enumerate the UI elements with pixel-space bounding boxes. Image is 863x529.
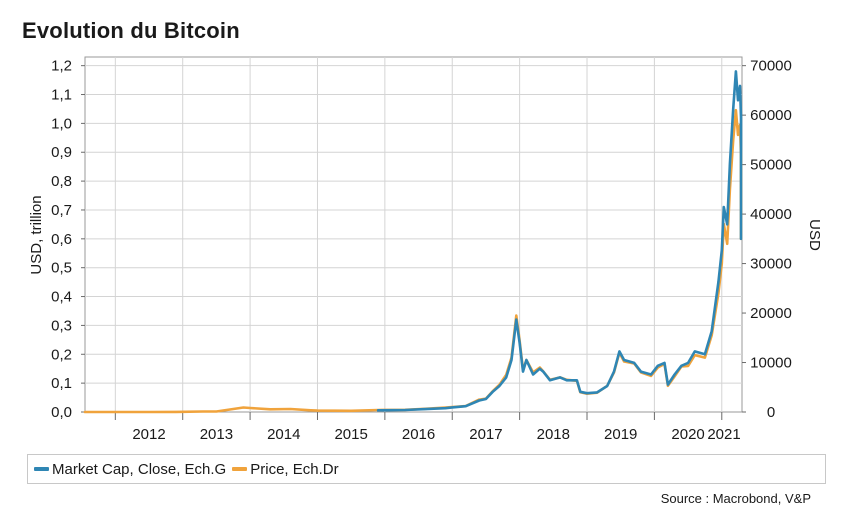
left-tick-label: 0,0 <box>51 404 72 421</box>
left-tick-label: 1,2 <box>51 58 72 75</box>
chart-title: Evolution du Bitcoin <box>22 18 240 43</box>
x-tick-label: 2012 <box>132 426 165 443</box>
right-tick-label: 0 <box>767 404 775 421</box>
x-tick-label: 2019 <box>604 426 637 443</box>
right-axis-title: USD <box>806 219 823 251</box>
left-axis-title: USD, trillion <box>28 195 45 274</box>
right-tick-label: 70000 <box>750 58 792 75</box>
legend: Market Cap, Close, Ech.G Price, Ech.Dr <box>27 454 826 484</box>
legend-label-price: Price, Ech.Dr <box>250 460 339 478</box>
left-tick-label: 1,0 <box>51 115 72 132</box>
right-tick-label: 30000 <box>750 256 792 273</box>
legend-label-market-cap: Market Cap, Close, Ech.G <box>52 460 227 478</box>
x-tick-label: 2018 <box>537 426 570 443</box>
left-tick-label: 0,5 <box>51 260 72 277</box>
left-axis-ticks: 0,0 0,1 0,2 0,3 0,4 0,5 0,6 0,7 0,8 0,9 1,0 1,1 1,2 <box>51 58 85 421</box>
x-tick-label: 2016 <box>402 426 435 443</box>
x-tick-label: 2014 <box>267 426 300 443</box>
left-tick-label: 1,1 <box>51 87 72 104</box>
x-tick-label: 2020 <box>671 426 704 443</box>
source-note: Source : Macrobond, V&P <box>660 491 811 506</box>
right-axis-ticks: 0 10000 20000 30000 40000 50000 60000 70000 <box>742 58 792 421</box>
left-tick-label: 0,3 <box>51 317 72 334</box>
legend-item-market-cap: Market Cap, Close, Ech.G <box>34 461 226 478</box>
left-tick-label: 0,9 <box>51 144 72 161</box>
right-tick-label: 40000 <box>750 206 792 223</box>
right-tick-label: 50000 <box>750 157 792 174</box>
left-tick-label: 0,1 <box>51 375 72 392</box>
plot-frame <box>84 56 743 413</box>
x-tick-label: 2013 <box>200 426 233 443</box>
x-tick-label: 2021 <box>707 426 740 443</box>
series-group <box>83 70 743 414</box>
left-tick-label: 0,8 <box>51 173 72 190</box>
left-tick-label: 0,7 <box>51 202 72 219</box>
legend-item-price: Price, Ech.Dr <box>232 460 339 478</box>
x-axis-ticks: 2012 2013 2014 2015 2016 2017 2018 2019 2020 2021 <box>114 412 741 443</box>
x-tick-label: 2017 <box>469 426 502 443</box>
legend-swatch-market-cap <box>34 467 49 471</box>
series-line-market-cap <box>376 70 743 412</box>
left-tick-label: 0,6 <box>51 231 72 248</box>
left-tick-label: 0,2 <box>51 346 72 363</box>
legend-swatch-price <box>232 467 248 471</box>
right-tick-label: 60000 <box>750 107 792 124</box>
right-tick-label: 20000 <box>750 305 792 322</box>
left-tick-label: 0,4 <box>51 289 72 306</box>
right-tick-label: 10000 <box>750 355 792 372</box>
x-tick-label: 2015 <box>334 426 367 443</box>
